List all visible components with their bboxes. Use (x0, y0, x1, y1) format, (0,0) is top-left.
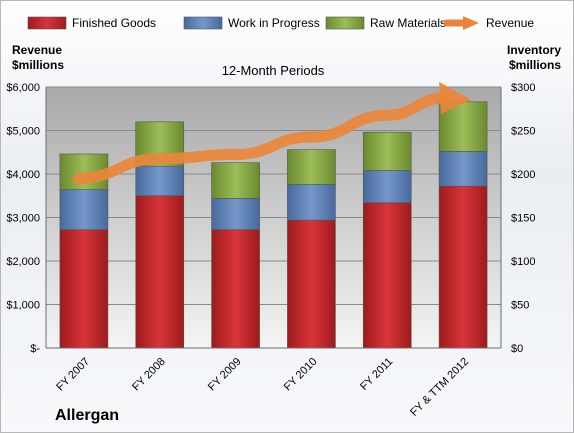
y-left-tick-label: $6,000 (6, 82, 40, 94)
legend: Finished Goods Work in Progress Raw Materi… (27, 16, 534, 30)
y-right-tick-label: $200 (511, 169, 535, 181)
bar-work-in-progress (59, 189, 109, 230)
legend-swatch-raw-materials (325, 16, 365, 30)
bar-work-in-progress (135, 165, 185, 197)
x-tick-label: FY 2008 (130, 356, 168, 394)
bar-work-in-progress (211, 198, 260, 230)
x-tick-label: FY 2010 (282, 356, 320, 394)
y-right-tick-label: $0 (511, 343, 523, 355)
y-right-tick-label: $300 (511, 82, 535, 94)
legend-label: Revenue (486, 16, 534, 30)
y-right-tick-label: $50 (511, 300, 529, 312)
legend-swatch-finished-goods (27, 16, 67, 30)
revenue-series (72, 81, 472, 184)
y-left-tick-label: $- (30, 343, 40, 355)
bar-raw-materials (362, 131, 412, 171)
x-tick-label: FY 2009 (206, 356, 244, 394)
y-axis-right-title: Inventory$millions (507, 43, 561, 72)
x-tick-label: FY & TTM 2012 (408, 356, 471, 419)
bar-finished-goods (287, 219, 336, 349)
bar-finished-goods (438, 185, 488, 349)
legend-label: Raw Materials (370, 16, 446, 30)
revenue-line (72, 92, 451, 184)
bar-work-in-progress (362, 170, 412, 204)
gridlines (46, 86, 501, 349)
y-left-tick-label: $3,000 (6, 213, 40, 225)
bar-raw-materials (287, 149, 336, 185)
y-axis-left-title: Revenue$millions (12, 43, 64, 72)
bar-raw-materials (211, 162, 260, 199)
legend-label: Work in Progress (228, 16, 320, 30)
y-left-tick-label: $2,000 (6, 256, 40, 268)
y-right-tick-label: $100 (511, 256, 535, 268)
bar-work-in-progress (438, 151, 488, 187)
y-right-tick-label: $250 (511, 126, 535, 138)
y-left-tick-label: $1,000 (6, 300, 40, 312)
bar-work-in-progress (287, 184, 336, 221)
y-right-tick-label: $150 (511, 213, 535, 225)
legend-label: Finished Goods (72, 16, 156, 30)
axis-title-line: Inventory (507, 43, 561, 57)
legend-arrowhead (463, 16, 479, 30)
company-name: Allergan (55, 407, 119, 424)
y-left-tick-label: $5,000 (6, 126, 40, 138)
legend-swatch-work-in-progress (183, 16, 223, 30)
axis-title-line: $millions (509, 58, 561, 72)
x-tick-label: FY 2011 (358, 356, 395, 393)
revenue-arrowhead (439, 81, 472, 114)
bar-finished-goods (135, 195, 185, 349)
axis-title-line: $millions (12, 58, 64, 72)
bar-finished-goods (59, 229, 109, 349)
chart-title: 12-Month Periods (222, 63, 325, 78)
bar-finished-goods (362, 202, 412, 349)
x-tick-label: FY 2007 (54, 356, 92, 394)
axis-title-line: Revenue (12, 43, 62, 57)
bar-finished-goods (211, 229, 260, 349)
y-left-tick-label: $4,000 (6, 169, 40, 181)
